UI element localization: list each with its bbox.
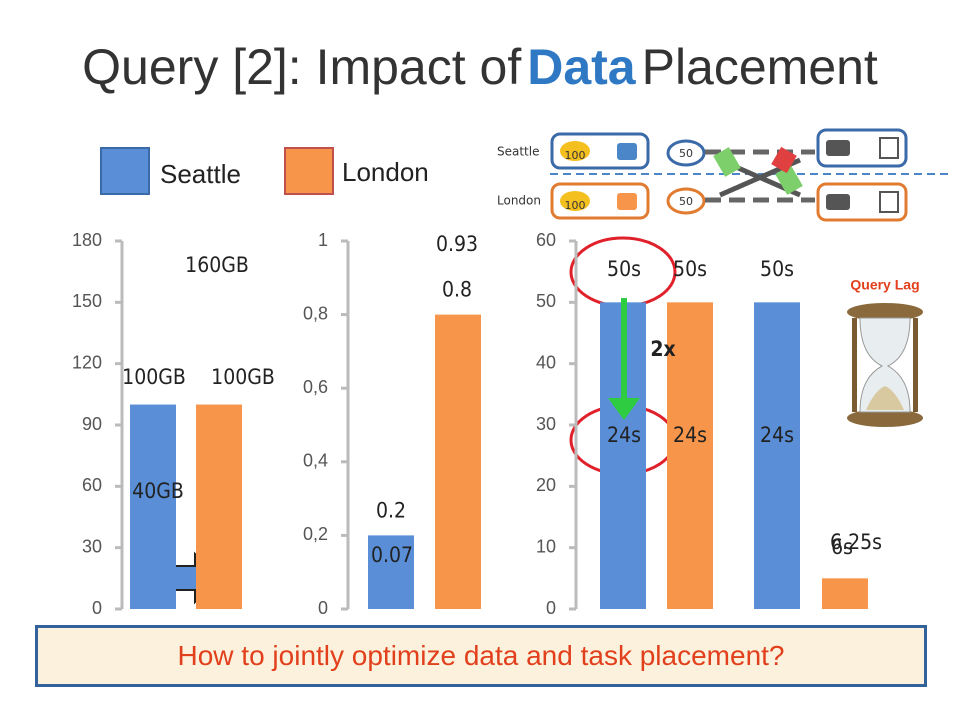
y-tick-label: 0,8 [303, 303, 328, 323]
value-label: 50s [607, 257, 641, 281]
value-label: 0.2 [376, 498, 406, 522]
y-tick-label: 120 [72, 352, 102, 372]
value-label: 0.8 [442, 278, 472, 302]
legend-label: London [342, 157, 429, 187]
bar [435, 314, 481, 609]
slide-title: Query [2]: Impact of Data Placement [0, 38, 960, 96]
hourglass [847, 303, 923, 427]
y-tick-label: 1 [318, 230, 328, 250]
annotation: 6.25s [830, 530, 882, 554]
annotation: 160GB [185, 253, 249, 277]
y-tick-label: 150 [72, 291, 102, 311]
store-value: 100 [565, 199, 586, 212]
y-tick-label: 10 [536, 536, 556, 556]
legend-swatch [284, 147, 334, 195]
store-value: 100 [565, 149, 586, 162]
diagram: Seattle London 100 100 50 50 [497, 128, 950, 222]
site-label: London [497, 194, 541, 208]
y-tick-label: 0,2 [303, 524, 328, 544]
bar [822, 578, 868, 609]
annotation: 24s [673, 423, 707, 447]
y-tick-label: 0,6 [303, 377, 328, 397]
annotation: 2x [650, 337, 675, 361]
bar [130, 404, 176, 609]
annotation: 0.07 [371, 543, 413, 567]
y-tick-label: 60 [82, 475, 102, 495]
link-value: 50 [679, 195, 693, 208]
value-label: 100GB [122, 365, 186, 389]
y-tick-label: 60 [536, 230, 556, 250]
y-tick-label: 50 [536, 291, 556, 311]
bar [754, 302, 800, 609]
title-part: Placement [641, 39, 878, 95]
y-tick-label: 20 [536, 475, 556, 495]
y-tick-label: 0 [546, 598, 556, 618]
bar [667, 302, 713, 609]
annotation: 24s [760, 423, 794, 447]
bar [368, 535, 414, 609]
value-label: 50s [673, 257, 707, 281]
annotation: 0.93 [436, 232, 478, 256]
annotation: 40GB [132, 479, 184, 503]
site-label: Seattle [497, 145, 539, 159]
y-tick-label: 30 [82, 536, 102, 556]
legend-label: Seattle [160, 159, 241, 189]
y-tick-label: 0 [92, 598, 102, 618]
question-box: How to jointly optimize data and task pl… [35, 625, 927, 687]
arrow-head [608, 398, 640, 420]
link-value: 50 [679, 147, 693, 160]
value-label: 50s [760, 257, 794, 281]
annotation: 6s [831, 535, 853, 559]
annotation: 24s [607, 423, 641, 447]
y-tick-label: 180 [72, 230, 102, 250]
query-lag-label: Query Lag [850, 277, 919, 293]
value-label: 100GB [211, 365, 275, 389]
bar [196, 404, 242, 609]
y-tick-label: 90 [82, 414, 102, 434]
y-tick-label: 40 [536, 352, 556, 372]
title-part: Query [2]: Impact of [82, 39, 522, 95]
legend-swatch [100, 147, 150, 195]
y-tick-label: 30 [536, 414, 556, 434]
y-tick-label: 0 [318, 598, 328, 618]
y-tick-label: 0,4 [303, 451, 328, 471]
title-highlight: Data [527, 39, 636, 95]
